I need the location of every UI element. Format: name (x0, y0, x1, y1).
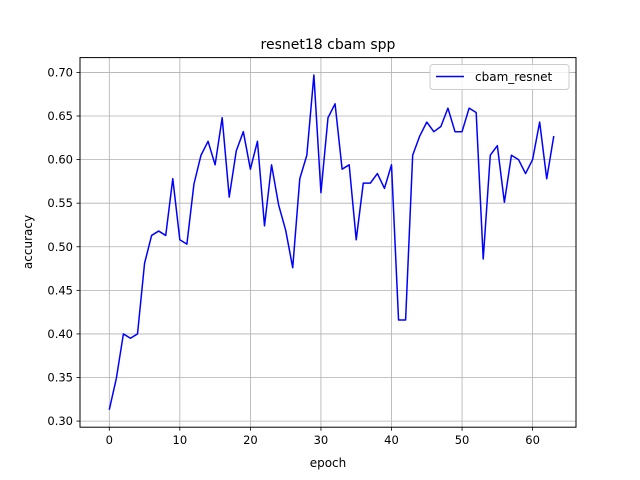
plot-frame (79, 57, 577, 428)
x-tick-label: 50 (455, 433, 470, 447)
y-axis-label: accuracy (21, 215, 35, 269)
x-tick-label: 10 (173, 433, 188, 447)
series-layer (108, 74, 555, 410)
y-tick-label: 0.45 (47, 283, 73, 297)
y-tick-label: 0.30 (47, 414, 73, 428)
x-tick-label: 20 (243, 433, 258, 447)
legend: cbam_resnet (429, 64, 570, 90)
y-tick-label: 0.65 (47, 109, 73, 123)
x-tick-label: 60 (525, 433, 540, 447)
y-tick-label: 0.60 (47, 153, 73, 167)
chart-title: resnet18 cbam spp (261, 37, 396, 53)
y-tick-label: 0.50 (47, 240, 73, 254)
grid-lines (80, 57, 576, 428)
legend-series-label: cbam_resnet (475, 70, 553, 84)
x-tick-label: 0 (106, 433, 113, 447)
x-tick-label: 30 (314, 433, 329, 447)
x-axis-label: epoch (310, 456, 347, 470)
y-tick-label: 0.70 (47, 65, 73, 79)
y-tick-label: 0.35 (47, 371, 73, 385)
x-tick-label: 40 (384, 433, 399, 447)
legend-box (429, 64, 570, 90)
y-tick-label: 0.40 (47, 327, 73, 341)
y-tick-label: 0.55 (47, 196, 73, 210)
series-line-cbam_resnet (108, 74, 555, 410)
axis-ticks: 0 10 20 30 40 50 60 0.30 0.35 0.40 0.45 0.50 0.55 0.6… (47, 65, 540, 447)
